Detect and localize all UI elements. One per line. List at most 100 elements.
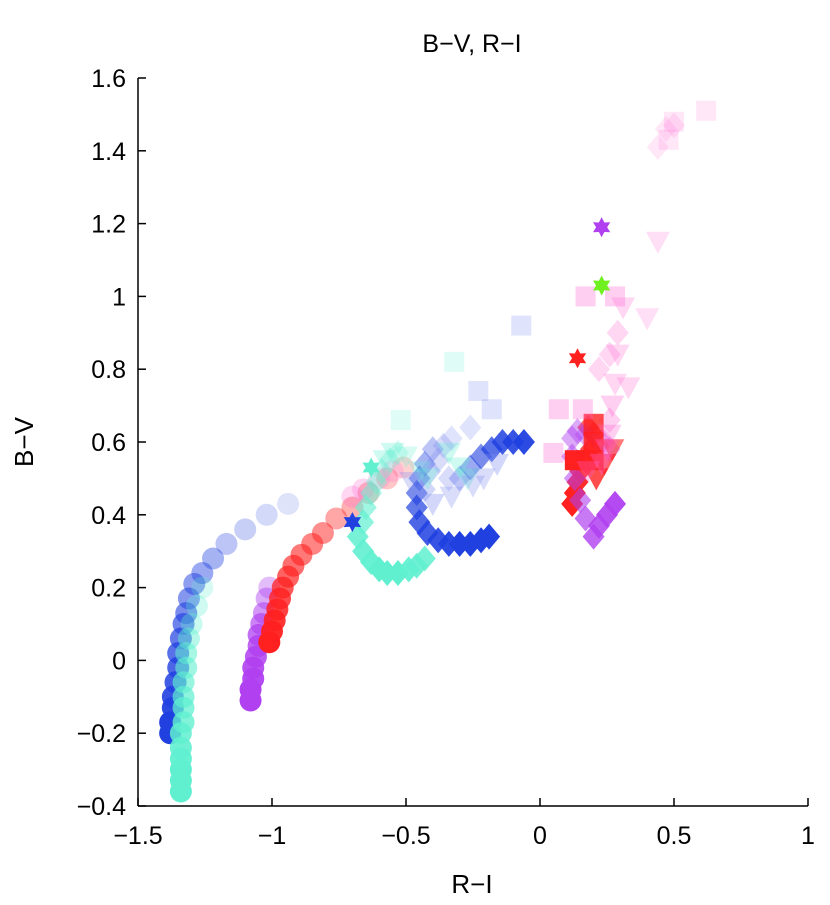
data-point-triangle: [645, 231, 670, 254]
y-tick-label: 0.4: [91, 502, 126, 530]
y-tick-label: −0.2: [77, 720, 126, 748]
data-point-circle: [341, 485, 364, 508]
data-point-circle: [381, 460, 404, 483]
y-axis-title: B−V: [9, 416, 39, 467]
data-point-triangle: [372, 450, 397, 473]
data-point-star: [343, 512, 362, 533]
x-axis-title: R−I: [451, 869, 492, 899]
y-tick-label: 1: [112, 283, 126, 311]
data-point-diamond: [563, 465, 586, 492]
data-point-diamond: [386, 439, 409, 466]
data-point-triangle: [605, 344, 630, 367]
data-point-diamond: [440, 425, 463, 452]
data-point-circle: [185, 594, 208, 617]
data-point-circle: [191, 562, 214, 585]
data-point-square: [658, 129, 679, 150]
data-point-triangle: [595, 439, 619, 462]
y-axis-ticks: −0.4 −0.2 0 0.2 0.4 0.6 0.8 1 1.2 1.4 1.6: [77, 65, 146, 821]
data-point-triangle: [635, 308, 660, 331]
data-point-triangle: [447, 457, 472, 480]
data-point-circle: [202, 547, 225, 570]
data-point-triangle: [611, 297, 636, 320]
data-point-diamond: [421, 436, 444, 463]
data-point-diamond: [646, 134, 669, 161]
data-point-circle: [277, 492, 300, 515]
data-point-diamond: [478, 523, 501, 550]
data-point-circle: [341, 496, 364, 519]
data-point-diamond: [419, 458, 442, 485]
y-tick-label: 1.2: [91, 211, 126, 239]
chart-title: B−V, R−I: [422, 30, 521, 58]
data-point-triangle: [399, 472, 424, 495]
data-point-circle: [311, 522, 334, 544]
data-point-square: [543, 442, 564, 463]
data-point-circle: [215, 532, 238, 555]
data-point-triangle: [584, 468, 609, 491]
data-point-circle: [392, 456, 415, 479]
data-point-star: [568, 348, 587, 369]
data-point-square: [696, 100, 717, 121]
data-point-triangle: [592, 453, 617, 476]
data-point-circle: [177, 627, 200, 650]
data-point-diamond: [448, 465, 471, 492]
data-point-star: [593, 217, 611, 238]
data-point-circle: [255, 503, 278, 526]
x-tick-label: −0.5: [381, 822, 430, 850]
data-point-diamond: [512, 429, 535, 455]
data-point-diamond: [663, 112, 685, 139]
plot-area: [159, 100, 717, 803]
data-point-diamond: [413, 545, 436, 572]
data-point-diamond: [437, 465, 460, 492]
data-point-diamond: [432, 432, 455, 459]
data-point-triangle: [436, 442, 461, 465]
data-point-triangle: [600, 395, 625, 418]
data-point-triangle: [461, 475, 485, 498]
data-point-diamond: [566, 418, 589, 445]
data-point-diamond: [569, 487, 592, 514]
data-point-circle: [180, 613, 203, 635]
data-point-circle: [234, 518, 257, 541]
x-tick-label: −1: [258, 822, 287, 850]
data-point-star: [593, 275, 611, 296]
data-point-diamond: [427, 447, 450, 474]
data-point-diamond: [459, 414, 482, 441]
data-point-triangle: [603, 373, 628, 396]
data-point-square: [390, 410, 411, 431]
data-point-triangle: [420, 493, 445, 516]
data-point-triangle: [407, 461, 432, 484]
x-axis-ticks: −1.5 −1 −0.5 0 0.5 1: [113, 798, 815, 850]
data-point-square: [575, 286, 596, 307]
data-point-diamond: [654, 115, 677, 142]
y-tick-label: 0.2: [91, 575, 126, 603]
data-point-square: [605, 286, 626, 307]
data-point-diamond: [360, 479, 383, 506]
data-point-circle: [325, 507, 348, 530]
data-point-square: [511, 315, 532, 336]
data-point-diamond: [413, 476, 436, 503]
data-point-diamond: [598, 407, 621, 434]
data-point-diamond: [587, 356, 610, 383]
data-point-square: [548, 399, 569, 420]
x-tick-label: 0.5: [657, 822, 692, 850]
y-tick-label: 0.6: [91, 429, 126, 457]
data-point-triangle: [439, 486, 464, 509]
data-point-diamond: [408, 465, 431, 492]
data-point-diamond: [378, 447, 401, 474]
data-point-square: [468, 381, 489, 402]
data-point-circle: [191, 576, 214, 599]
data-point-square: [481, 399, 502, 420]
data-point-square: [583, 413, 604, 434]
data-point-triangle: [471, 468, 496, 491]
x-tick-label: 1: [801, 822, 815, 850]
x-tick-label: −1.5: [113, 822, 162, 850]
data-point-square: [583, 432, 604, 452]
data-point-triangle: [576, 461, 601, 484]
data-point-circle: [175, 642, 198, 665]
data-point-triangle: [394, 446, 418, 469]
data-point-triangle: [616, 377, 641, 400]
data-point-square: [444, 351, 465, 372]
data-point-triangle: [589, 453, 614, 476]
data-point-diamond: [413, 450, 436, 477]
data-point-diamond: [405, 494, 428, 521]
